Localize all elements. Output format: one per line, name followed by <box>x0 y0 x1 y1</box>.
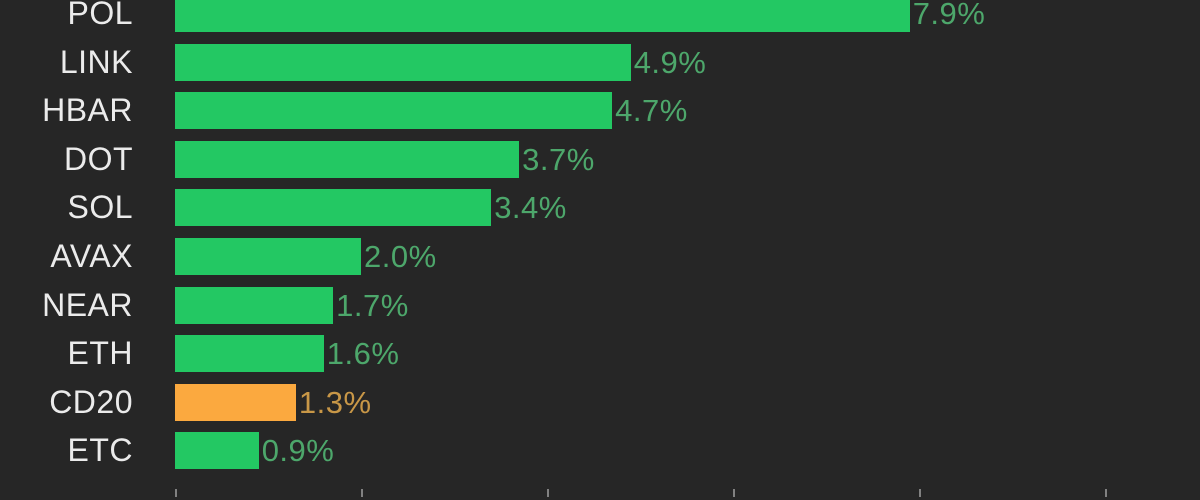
value-label: 4.9% <box>633 44 707 80</box>
bar-hbar <box>175 92 613 130</box>
ticker-label: AVAX <box>50 238 133 274</box>
bar-sol <box>175 189 492 227</box>
bar-link <box>175 43 631 81</box>
ticker-label: POL <box>67 0 133 31</box>
value-label: 7.9% <box>912 0 986 31</box>
ticker-label: NEAR <box>42 286 133 323</box>
x-axis-tick <box>175 489 177 497</box>
value-label: 3.7% <box>522 141 595 177</box>
bar-cd20 <box>175 383 296 421</box>
bar-etc <box>175 432 259 470</box>
bar-eth <box>175 335 324 373</box>
ticker-label: CD20 <box>49 383 133 420</box>
value-label: 4.7% <box>615 93 688 129</box>
value-label: 3.4% <box>494 190 567 226</box>
x-axis-tick <box>1105 489 1107 497</box>
value-label: 1.6% <box>326 336 400 372</box>
x-axis-tick <box>919 489 921 497</box>
bar-pol <box>175 0 910 32</box>
x-axis-tick <box>547 489 549 497</box>
x-axis-tick <box>361 489 363 497</box>
bar-row: AVAX 2.0% <box>0 238 1200 275</box>
bar-row: POL 7.9% <box>0 0 1200 32</box>
ticker-label: LINK <box>59 43 133 80</box>
bar-row: NEAR 1.7% <box>0 286 1200 324</box>
bar-row: CD20 1.3% <box>0 383 1200 421</box>
ticker-label: ETC <box>67 432 133 469</box>
bar-row: ETC 0.9% <box>0 432 1200 470</box>
ticker-label: SOL <box>67 189 133 226</box>
bar-row: ETH 1.6% <box>0 335 1200 373</box>
value-label: 0.9% <box>261 433 335 469</box>
bar-row: DOT 3.7% <box>0 140 1200 178</box>
ticker-label: DOT <box>63 140 133 177</box>
bar-row: HBAR 4.7% <box>0 92 1200 130</box>
x-axis-tick <box>733 489 735 497</box>
ticker-label: HBAR <box>42 92 133 129</box>
value-label: 2.0% <box>364 239 437 274</box>
value-label: 1.3% <box>298 384 372 420</box>
bar-avax <box>175 238 361 275</box>
bar-row: SOL 3.4% <box>0 189 1200 227</box>
bar-near <box>175 286 334 324</box>
bar-dot <box>175 140 520 178</box>
ticker-label: ETH <box>67 335 133 372</box>
value-label: 1.7% <box>336 287 409 323</box>
bar-row: LINK 4.9% <box>0 43 1200 81</box>
